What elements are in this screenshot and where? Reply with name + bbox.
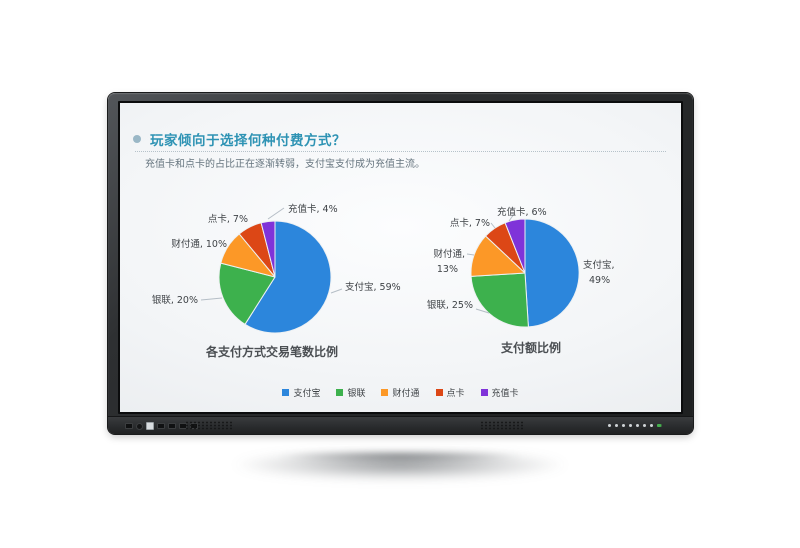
label-leader-line	[475, 308, 490, 314]
pie-slice-unionpay	[218, 262, 276, 325]
pie-data-label-recharge-card: 充值卡, 6%	[497, 206, 547, 218]
screen: 玩家倾向于选择何种付费方式？ 充值卡和点卡的占比正在逐渐转弱，支付宝支付成为充值…	[118, 101, 683, 414]
brand-logo-icon	[146, 422, 154, 430]
legend-color-swatch	[381, 389, 389, 396]
chart-legend: 支付宝 银联 财付通 点卡 充值卡	[120, 386, 681, 399]
bezel-control-button-5[interactable]	[636, 424, 639, 427]
legend-color-swatch	[480, 389, 488, 396]
legend-label: 点卡	[446, 389, 465, 399]
label-leader-line	[200, 297, 223, 301]
speaker-grille-right	[480, 421, 524, 430]
usb-port-icon	[125, 423, 133, 429]
pie-data-label-point-card: 点卡, 7%	[208, 213, 248, 225]
bottom-bezel	[108, 416, 693, 434]
power-led-indicator	[657, 424, 661, 427]
slide-subtitle: 充值卡和点卡的占比正在逐渐转弱，支付宝支付成为充值主流。	[145, 159, 425, 170]
bezel-control-button-1[interactable]	[608, 424, 611, 427]
pie-slice-unionpay	[470, 272, 529, 328]
legend-item-recharge-card: 充值卡	[480, 386, 519, 399]
pie-data-label-alipay: 支付宝, 59%	[345, 281, 401, 293]
pie-slice-recharge-card	[504, 218, 526, 274]
pie-data-label-unionpay: 银联, 20%	[152, 294, 198, 306]
legend-item-point-card: 点卡	[435, 386, 465, 399]
usb-port-icon	[168, 423, 176, 429]
power-button[interactable]	[136, 422, 143, 430]
pie-data-label-alipay: 49%	[589, 275, 610, 286]
pie-slice-recharge-card	[260, 220, 276, 278]
monitor-shadow	[235, 450, 565, 466]
bezel-control-button-3[interactable]	[622, 424, 625, 427]
pie-data-label-unionpay: 银联, 25%	[427, 299, 473, 311]
display-frame: 玩家倾向于选择何种付费方式？ 充值卡和点卡的占比正在逐渐转弱，支付宝支付成为充值…	[108, 93, 693, 434]
label-leader-line	[466, 253, 475, 256]
label-leader-line	[330, 288, 343, 294]
pie-data-label-recharge-card: 充值卡, 4%	[288, 203, 338, 215]
pie-charts-canvas: 支付宝, 59% 银联, 20% 财付通, 10% 点卡, 7% 充值卡, 4% 各支付方…	[152, 203, 615, 359]
control-buttons	[608, 424, 661, 427]
bezel-control-button-4[interactable]	[629, 424, 632, 427]
legend-label: 银联	[347, 389, 366, 399]
title-bullet-icon	[133, 135, 141, 143]
slide-title: 玩家倾向于选择何种付费方式？	[150, 133, 346, 149]
bezel-control-button-6[interactable]	[643, 424, 646, 427]
legend-color-swatch	[336, 389, 344, 396]
bezel-control-button-2[interactable]	[615, 424, 618, 427]
bezel-control-button-7[interactable]	[650, 424, 653, 427]
legend-item-alipay: 支付宝	[282, 386, 320, 399]
pie-slice-alipay	[244, 220, 332, 334]
pie-data-label-tenpay: 财付通, 10%	[171, 238, 227, 250]
dotted-divider	[135, 151, 666, 152]
pie-data-label-point-card: 点卡, 7%	[450, 217, 490, 229]
legend-color-swatch	[435, 389, 443, 396]
chart-title-1: 支付额比例	[500, 340, 561, 355]
monitor-shadow-soft	[175, 452, 625, 510]
legend-item-unionpay: 银联	[336, 386, 365, 399]
pie-slice-alipay	[524, 218, 580, 328]
label-leader-line	[490, 222, 496, 229]
pie-data-label-tenpay: 13%	[437, 264, 458, 275]
legend-label: 财付通	[392, 389, 420, 399]
legend-label: 支付宝	[293, 389, 321, 399]
legend-color-swatch	[282, 389, 290, 396]
pie-data-label-alipay: 支付宝,	[583, 259, 615, 271]
chart-title-0: 各支付方式交易笔数比例	[205, 344, 338, 359]
slide-header: 玩家倾向于选择何种付费方式？	[133, 129, 346, 149]
speaker-grille-left	[185, 421, 232, 430]
hdmi-port-icon	[157, 423, 165, 429]
label-leader-line	[267, 207, 285, 220]
legend-item-tenpay: 财付通	[381, 386, 420, 399]
slide: 玩家倾向于选择何种付费方式？ 充值卡和点卡的占比正在逐渐转弱，支付宝支付成为充值…	[120, 103, 681, 412]
legend-label: 充值卡	[491, 389, 519, 399]
pie-data-label-tenpay: 财付通,	[433, 248, 465, 260]
label-leader-line	[508, 213, 515, 222]
